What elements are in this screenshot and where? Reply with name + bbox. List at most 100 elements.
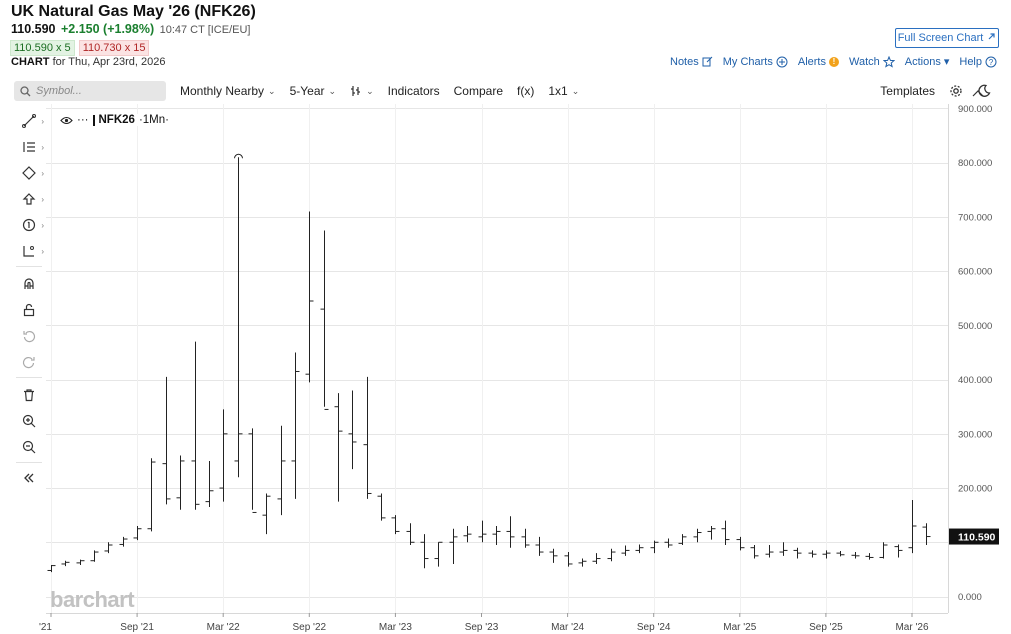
interval-label: Monthly Nearby (180, 84, 265, 98)
legend-menu-icon[interactable]: ··· (77, 114, 89, 126)
y-tick-label: 0.000 (958, 592, 982, 603)
zoom-out-button[interactable] (14, 436, 44, 458)
actions-menu[interactable]: Actions ▾ (904, 55, 950, 69)
trash-icon (24, 389, 34, 402)
range-dropdown[interactable]: 5-Year ⌄ (290, 84, 336, 98)
alerts-label: Alerts (797, 55, 826, 68)
lock-icon (23, 303, 35, 317)
y-tick-label: 800.000 (958, 158, 992, 169)
fx-label: f(x) (517, 84, 535, 98)
x-tick-label: Sep '24 (637, 622, 671, 633)
edit-icon (702, 56, 713, 67)
symbol-search-input[interactable]: Symbol... (14, 81, 166, 101)
x-tick-label: Mar '24 (551, 622, 584, 633)
legend-symbol: NFK26 (98, 114, 135, 126)
x-tick-label: Mar '25 (723, 622, 756, 633)
add-circle-icon (776, 56, 788, 67)
x-tick-label: Sep '23 (465, 622, 499, 633)
draw-line-icon (22, 114, 36, 128)
help-link[interactable]: Help ? (959, 55, 997, 68)
arrow-up-icon (22, 193, 36, 205)
y-tick-label: 200.000 (958, 484, 992, 495)
notes-label: Notes (670, 55, 699, 68)
compare-label: Compare (453, 84, 503, 98)
collapse-sidebar-button[interactable] (14, 467, 44, 489)
magnet-icon (24, 278, 34, 289)
eye-icon[interactable] (60, 116, 73, 125)
measure-tool[interactable]: › (14, 240, 44, 262)
zoom-out-icon (22, 440, 36, 454)
layout-label: 1x1 (548, 84, 568, 98)
collapse-icon (24, 473, 34, 483)
x-tick-label: '21 (39, 622, 52, 633)
lock-tool[interactable] (14, 299, 44, 321)
layout-dropdown[interactable]: 1x1 ⌄ (548, 84, 579, 98)
toolbar-right: Templates (880, 80, 991, 102)
bid-ask: 110.590 x 5 110.730 x 15 (10, 40, 150, 56)
y-tick-label: 400.000 (958, 375, 992, 386)
chart-type-dropdown[interactable]: ⌄ (350, 85, 374, 97)
full-screen-chart-button[interactable]: Full Screen Chart (895, 28, 999, 48)
price-change: +2.150 (+1.98%) (60, 22, 155, 36)
settings-icon[interactable] (949, 84, 963, 98)
watch-link[interactable]: Watch (849, 55, 895, 68)
ask-badge: 110.730 x 15 (78, 40, 150, 56)
sidebar-divider (16, 462, 42, 463)
legend-interval: ·1Mn· (138, 114, 169, 126)
zoom-in-button[interactable] (14, 410, 44, 432)
help-icon: ? (985, 56, 997, 67)
delete-drawings-button[interactable] (14, 384, 44, 406)
alert-badge-icon: ! (829, 56, 839, 67)
y-tick-label: 900.000 (958, 104, 992, 115)
number-marker-tool[interactable]: › (14, 214, 44, 236)
caret-down-icon: ▾ (943, 56, 950, 68)
actions-label: Actions (904, 55, 941, 68)
alerts-link[interactable]: Alerts ! (798, 55, 839, 68)
ohlc-bars-icon (351, 86, 361, 96)
chevron-down-icon: ⌄ (328, 85, 337, 96)
y-tick-label: 300.000 (958, 429, 992, 440)
undo-button[interactable] (14, 325, 44, 347)
arrow-tool[interactable]: › (14, 188, 44, 210)
y-tick-label: 500.000 (958, 321, 992, 332)
fibonacci-icon (23, 142, 35, 152)
actions-bar: Notes My Charts Alerts ! Watch Actions ▾… (670, 55, 997, 68)
quote-line: 110.590 +2.150 (+1.98%) 10:47 CT [ICE/EU… (11, 22, 250, 36)
last-price: 110.590 (11, 22, 56, 36)
bid-badge: 110.590 x 5 (10, 40, 75, 56)
sidebar-divider (16, 377, 42, 378)
number-marker-icon (22, 218, 36, 232)
redo-button[interactable] (14, 351, 44, 373)
theme-icon[interactable] (977, 84, 991, 98)
scroll-up-icon[interactable] (972, 90, 984, 97)
full-screen-label: Full Screen Chart (897, 32, 984, 44)
last-price-label: 110.590 (958, 531, 996, 543)
chart-toolbar: Symbol... Monthly Nearby ⌄ 5-Year ⌄ ⌄ In… (14, 80, 997, 102)
my-charts-link[interactable]: My Charts (723, 55, 788, 68)
shape-icon (22, 166, 36, 180)
notes-link[interactable]: Notes (670, 55, 713, 68)
shape-tool[interactable]: › (14, 162, 44, 184)
interval-dropdown[interactable]: Monthly Nearby ⌄ (180, 84, 276, 98)
magnet-tool[interactable] (14, 273, 44, 295)
y-tick-label: 700.000 (958, 212, 992, 223)
zoom-in-icon (22, 414, 36, 428)
fibonacci-tool[interactable]: › (14, 136, 44, 158)
x-tick-label: Sep '25 (809, 622, 843, 633)
svg-text:?: ? (989, 58, 994, 67)
templates-button[interactable]: Templates (880, 84, 935, 98)
chevron-down-icon: ⌄ (366, 85, 374, 96)
my-charts-label: My Charts (722, 55, 773, 68)
sidebar-divider (16, 266, 42, 267)
indicators-button[interactable]: Indicators (388, 84, 440, 98)
draw-line-tool[interactable]: › (14, 110, 44, 132)
redo-icon (22, 356, 35, 369)
fx-button[interactable]: f(x) (517, 84, 534, 98)
search-icon (20, 85, 31, 96)
compare-button[interactable]: Compare (454, 84, 503, 98)
watch-label: Watch (849, 55, 880, 68)
x-tick-label: Mar '22 (207, 622, 240, 633)
high-marker (234, 153, 243, 159)
